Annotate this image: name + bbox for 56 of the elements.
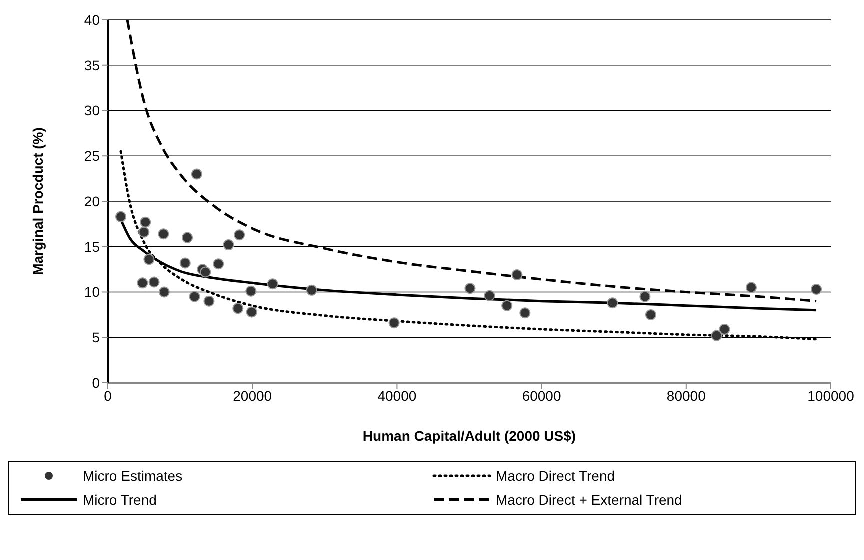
legend-label: Macro Direct Trend (496, 468, 616, 484)
y-tick-label: 0 (92, 374, 100, 391)
y-tick-label: 25 (84, 148, 100, 164)
point (246, 286, 257, 297)
point (138, 226, 150, 238)
x-tick-label: 100000 (808, 388, 855, 404)
point (232, 303, 244, 314)
point (502, 300, 513, 312)
point (137, 278, 148, 289)
point (200, 266, 212, 278)
point (640, 291, 651, 302)
point (140, 216, 152, 228)
point (719, 324, 730, 335)
y-axis-title: Marginal Procduct (%) (30, 128, 46, 276)
point (388, 318, 400, 329)
x-tick-label: 60000 (522, 388, 562, 404)
legend-label: Micro Estimates (83, 468, 183, 484)
x-tick-label: 40000 (378, 388, 417, 404)
point (645, 309, 656, 320)
point (204, 296, 215, 307)
legend-label: Micro Trend (83, 492, 157, 508)
point (158, 228, 170, 240)
point (464, 283, 476, 294)
point (191, 168, 202, 180)
y-tick-label: 15 (84, 238, 100, 255)
point (246, 306, 258, 318)
point (306, 284, 318, 296)
point (158, 286, 170, 298)
x-tick-label: 80000 (666, 388, 706, 404)
point (746, 282, 757, 294)
point (811, 284, 822, 296)
point (189, 291, 200, 302)
point (234, 230, 246, 241)
y-tick-label: 5 (92, 330, 100, 346)
point (223, 240, 234, 251)
x-axis-title: Human Capital/Adult (2000 US$) (362, 428, 576, 444)
point (180, 258, 191, 269)
x-tick-label: 20000 (233, 388, 272, 404)
point (512, 270, 523, 281)
y-tick-label: 35 (84, 57, 100, 74)
point (607, 298, 618, 309)
y-tick-label: 10 (84, 284, 100, 300)
y-tick-label: 40 (84, 12, 100, 28)
point (182, 232, 194, 244)
x-tick-label: 0 (104, 388, 112, 404)
point (267, 278, 278, 290)
point (520, 308, 531, 319)
point (144, 254, 155, 266)
point (484, 290, 496, 302)
point (116, 211, 127, 222)
point (213, 258, 224, 270)
y-tick-label: 30 (84, 102, 100, 119)
y-tick-label: 20 (84, 193, 100, 210)
point (148, 276, 160, 288)
point (711, 330, 722, 342)
legend-label: Macro Direct + External Trend (496, 492, 682, 508)
